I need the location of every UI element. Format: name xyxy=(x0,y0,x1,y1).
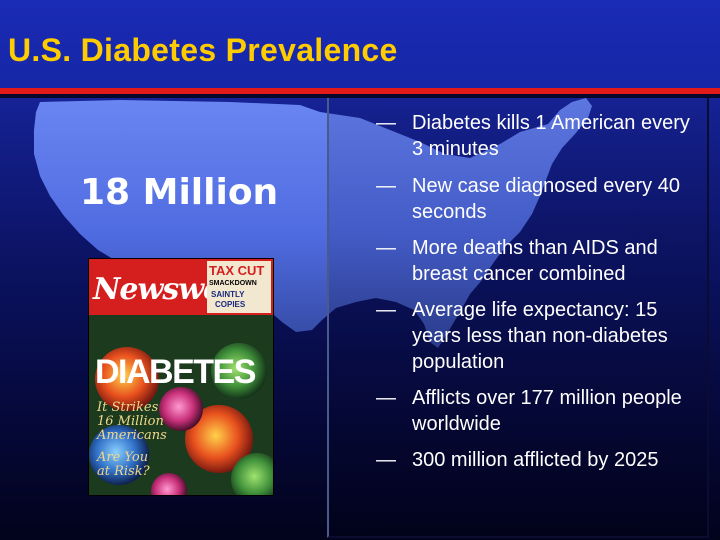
dash-bullet: — xyxy=(376,175,396,197)
cover-question-2: at Risk? xyxy=(97,464,151,479)
us-map-graphic xyxy=(34,98,592,348)
cover-tagline-2: 16 Million xyxy=(97,414,164,429)
title-underline xyxy=(0,88,720,94)
dash-bullet: — xyxy=(376,237,396,259)
title-underline-shadow xyxy=(0,94,720,98)
title-bar xyxy=(0,0,720,90)
dash-bullet: — xyxy=(376,449,396,471)
fact-text: New case diagnosed every 40 seconds xyxy=(412,175,680,223)
slide-title: U.S. Diabetes Prevalence xyxy=(8,32,398,68)
dash-bullet: — xyxy=(376,299,396,321)
fact-item: — New case diagnosed every 40 seconds xyxy=(376,173,706,225)
cover-corner-headline: TAX CUT xyxy=(209,263,264,278)
us-map-shape xyxy=(34,98,592,348)
magazine-cover-art: Newswee TAX CUT SMACKDOWN SAINTLY COPIES… xyxy=(89,259,273,495)
dash-bullet: — xyxy=(376,387,396,409)
fact-text: Afflicts over 177 million people worldwi… xyxy=(412,387,682,435)
fact-item: — Average life expectancy: 15 years less… xyxy=(376,297,706,375)
magazine-cover-image: Newswee TAX CUT SMACKDOWN SAINTLY COPIES… xyxy=(88,258,274,496)
cover-tagline-1: It Strikes xyxy=(96,400,159,415)
fact-text: 300 million afflicted by 2025 xyxy=(412,449,659,471)
headline-number: 18 Million xyxy=(80,172,279,213)
cover-corner-story-2: COPIES xyxy=(215,300,246,309)
facts-panel xyxy=(327,98,709,538)
fact-text: More deaths than AIDS and breast cancer … xyxy=(412,237,658,285)
fact-item: — More deaths than AIDS and breast cance… xyxy=(376,235,706,287)
fact-text: Diabetes kills 1 American every 3 minute… xyxy=(412,112,690,160)
fact-item: — Diabetes kills 1 American every 3 minu… xyxy=(376,110,706,162)
fact-text: Average life expectancy: 15 years less t… xyxy=(412,299,668,373)
cover-corner-story-1: SAINTLY xyxy=(211,290,245,299)
fact-item: — Afflicts over 177 million people world… xyxy=(376,385,706,437)
fact-item: — 300 million afflicted by 2025 xyxy=(376,447,706,473)
cover-question-1: Are You xyxy=(96,450,148,465)
cover-headline: DIABETES xyxy=(95,353,256,391)
dash-bullet: — xyxy=(376,112,396,134)
facts-list: — Diabetes kills 1 American every 3 minu… xyxy=(376,110,706,473)
cover-tagline-3: Americans xyxy=(96,428,167,443)
cover-corner-sub: SMACKDOWN xyxy=(209,280,257,287)
